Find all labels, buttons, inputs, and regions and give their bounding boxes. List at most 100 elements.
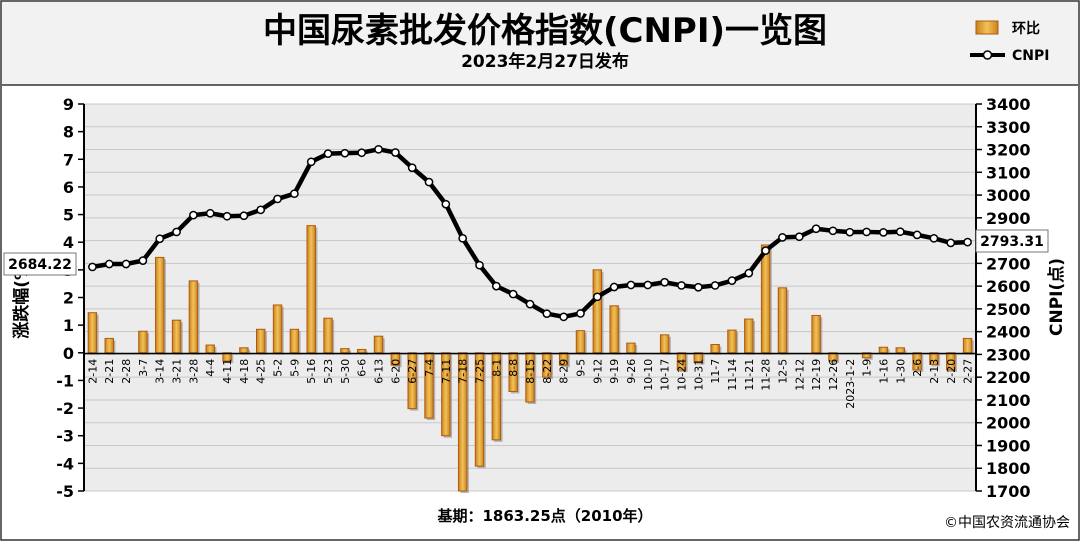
cnpi-point xyxy=(273,194,282,204)
x-tick-label: 3-7 xyxy=(137,359,150,377)
bar xyxy=(811,314,821,354)
x-tick-label: 12-12 xyxy=(793,359,806,391)
x-tick-label: 10-24 xyxy=(675,359,688,391)
cnpi-point xyxy=(222,211,232,221)
x-tick-label: 7-18 xyxy=(457,359,470,384)
cnpi-point xyxy=(929,233,939,243)
x-tick-label: 12-5 xyxy=(776,359,789,384)
header-band xyxy=(2,2,1078,85)
cnpi-point xyxy=(88,262,97,272)
x-tick-label: 8-29 xyxy=(558,359,571,384)
x-tick-label: 2-6 xyxy=(911,359,924,377)
x-tick-label: 11-28 xyxy=(760,359,773,391)
x-tick-label: 12-19 xyxy=(810,359,823,391)
bar xyxy=(727,329,737,354)
x-tick-label: 6-27 xyxy=(406,359,419,384)
bar xyxy=(575,330,586,354)
bar xyxy=(777,287,788,354)
cnpi-point xyxy=(391,148,400,157)
x-tick-label: 4-11 xyxy=(221,359,234,384)
x-tick-label: 5-16 xyxy=(305,359,318,384)
cnpi-point xyxy=(256,205,266,215)
left-tick-label: 5 xyxy=(63,206,74,225)
x-tick-label: 8-15 xyxy=(524,359,537,384)
cnpi-point xyxy=(626,280,636,290)
x-tick-label: 8-22 xyxy=(541,359,554,384)
cnpi-point xyxy=(340,148,350,158)
x-tick-label: 7-11 xyxy=(440,359,453,384)
left-axis-title: 涨跌幅(%) xyxy=(11,255,32,339)
x-tick-label: 11-14 xyxy=(726,359,739,391)
gridlines xyxy=(84,103,976,492)
cnpi-point xyxy=(407,163,417,173)
bar xyxy=(962,337,973,354)
legend-label-bar: 环比 xyxy=(1012,20,1040,37)
x-tick-label: 4-18 xyxy=(238,359,251,384)
legend-bar-swatch xyxy=(975,20,999,35)
x-tick-label: 4-4 xyxy=(204,359,217,377)
cnpi-point xyxy=(879,228,888,237)
bar xyxy=(323,317,333,354)
x-tick-label: 11-7 xyxy=(709,359,722,384)
cnpi-point xyxy=(104,259,114,269)
x-tick-label: 2-27 xyxy=(962,359,975,384)
left-tick-label: 4 xyxy=(63,233,74,252)
cnpi-point xyxy=(643,280,653,290)
cnpi-point xyxy=(525,299,535,309)
cnpi-point xyxy=(710,281,720,290)
cnpi-point xyxy=(778,233,787,242)
x-tick-label: 2-14 xyxy=(86,359,99,384)
chart-title: 中国尿素批发价格指数(CNPI)一览图 xyxy=(263,11,827,51)
cnpi-point xyxy=(357,148,367,158)
left-tick-label: -2 xyxy=(56,399,74,418)
right-tick-label: 2200 xyxy=(986,368,1031,387)
x-tick-label: 10-17 xyxy=(659,359,672,391)
legend-line-marker xyxy=(982,50,993,60)
left-tick-label: 1 xyxy=(63,316,74,335)
cnpi-point xyxy=(441,199,451,209)
start-value-callout: 2684.22 xyxy=(3,252,77,276)
x-tick-label: 7-25 xyxy=(474,359,487,384)
x-tick-label: 9-26 xyxy=(625,359,638,384)
x-axis-labels: 2-14 2-21 2-28 3-7 3-14 3-21 3-28 4-4 4-11 4-18 4-… xyxy=(86,359,974,409)
base-period-label: 基期：1863.25点（2010年） xyxy=(436,507,652,525)
bar xyxy=(104,337,114,354)
bar xyxy=(188,280,199,354)
bar xyxy=(272,304,283,354)
right-tick-label: 2900 xyxy=(986,209,1031,228)
cnpi-point xyxy=(963,237,972,247)
bar xyxy=(138,330,148,354)
plot-area xyxy=(84,104,976,491)
bar xyxy=(373,335,384,354)
cnpi-point xyxy=(609,282,619,292)
x-tick-label: 6-13 xyxy=(373,359,386,384)
cnpi-point xyxy=(205,208,215,218)
bar xyxy=(609,305,619,354)
bar xyxy=(356,348,367,354)
cnpi-point xyxy=(542,309,552,319)
legend: 环比 CNPI xyxy=(970,20,1049,64)
cnpi-point xyxy=(845,227,855,237)
start-value-label: 2684.22 xyxy=(8,257,72,273)
x-tick-label: 3-14 xyxy=(154,359,167,384)
x-tick-label: 5-23 xyxy=(322,359,335,384)
x-tick-label: 3-28 xyxy=(187,359,200,384)
bar xyxy=(306,225,316,354)
x-tick-label: 1-16 xyxy=(877,359,890,384)
bar xyxy=(87,312,98,354)
cnpi-point xyxy=(239,211,249,221)
right-tick-label: 3400 xyxy=(986,95,1031,114)
cnpi-point xyxy=(576,309,585,318)
right-tick-label: 2600 xyxy=(986,277,1031,296)
x-tick-label: 5-9 xyxy=(288,359,301,377)
bar xyxy=(592,269,603,354)
left-tick-label: -4 xyxy=(56,454,74,473)
legend-label-line: CNPI xyxy=(1012,48,1049,64)
x-tick-label: 7-4 xyxy=(423,359,436,377)
x-tick-label: 12-26 xyxy=(827,359,840,391)
cnpi-point xyxy=(121,259,131,269)
cnpi-point xyxy=(323,149,333,158)
x-tick-label: 1-30 xyxy=(894,359,907,384)
left-tick-label: 6 xyxy=(63,178,74,197)
cnpi-point xyxy=(811,224,821,234)
